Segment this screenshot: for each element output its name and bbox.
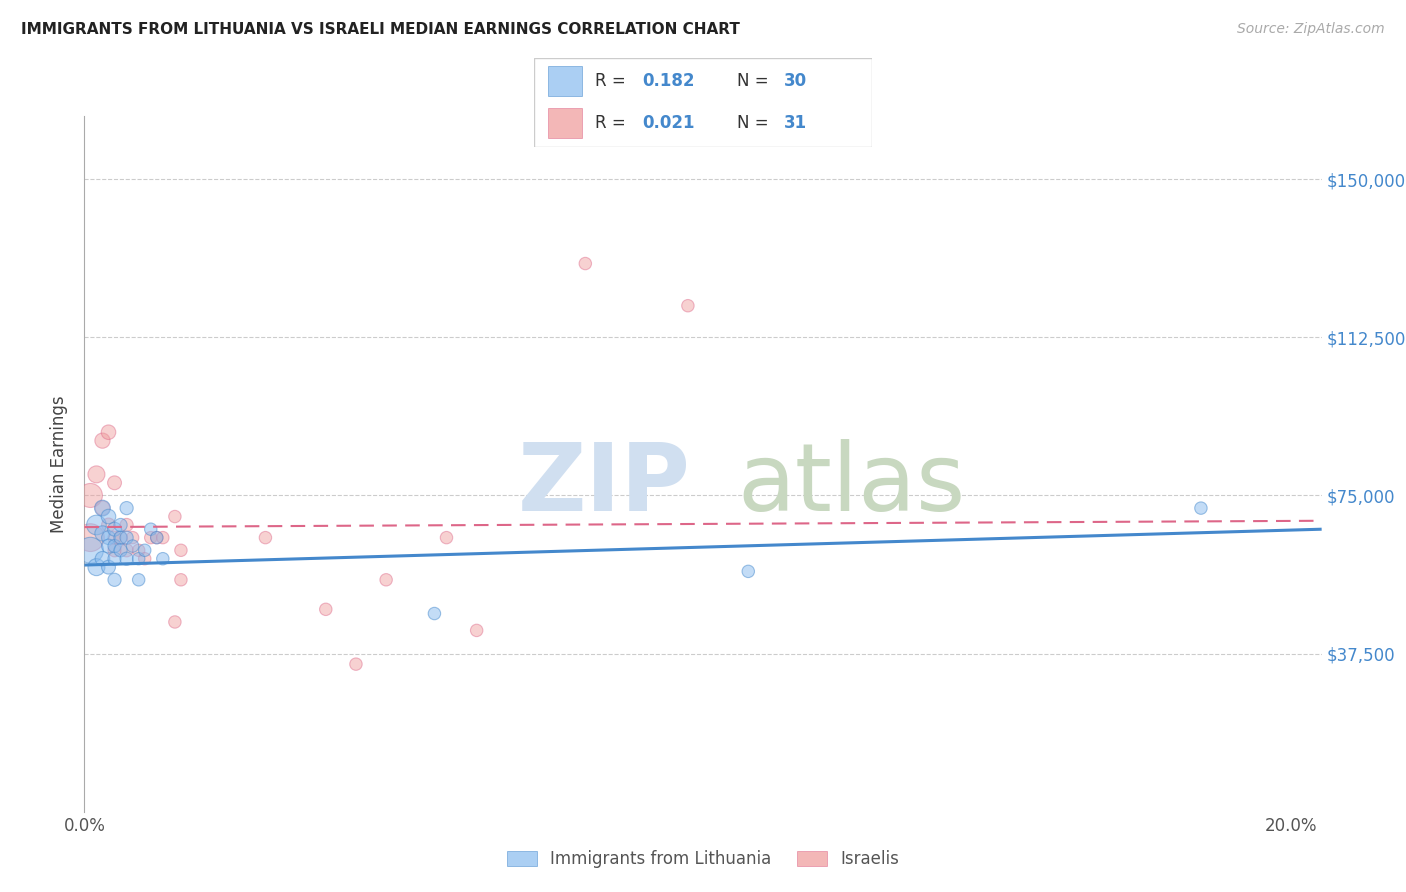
Point [97, 518, 120, 533]
Point [103, 543, 125, 558]
Point [97, 425, 120, 440]
Point [97, 531, 120, 545]
Point [79, 543, 101, 558]
Point [254, 531, 277, 545]
Point [97, 560, 120, 574]
Text: 31: 31 [785, 114, 807, 132]
Point [79, 531, 101, 545]
Point [315, 602, 337, 616]
FancyBboxPatch shape [534, 58, 872, 147]
Text: atlas: atlas [737, 439, 966, 531]
Point [121, 539, 143, 553]
Point [152, 531, 174, 545]
Point [170, 573, 193, 587]
Text: Source: ZipAtlas.com: Source: ZipAtlas.com [1237, 22, 1385, 37]
Point [86, 467, 108, 482]
Point [574, 256, 596, 270]
Text: N =: N = [737, 72, 773, 90]
Point [110, 531, 132, 545]
Point [146, 531, 169, 545]
Point [97, 509, 120, 524]
Point [163, 615, 186, 629]
Point [110, 543, 132, 558]
Point [115, 543, 138, 558]
Legend: Immigrants from Lithuania, Israelis: Immigrants from Lithuania, Israelis [501, 844, 905, 875]
Text: ZIP: ZIP [517, 439, 690, 531]
Point [115, 501, 138, 516]
Point [86, 518, 108, 533]
Point [110, 531, 132, 545]
Point [436, 531, 458, 545]
Point [139, 522, 162, 536]
Point [423, 607, 446, 621]
Point [103, 475, 125, 490]
Point [115, 531, 138, 545]
Point [115, 551, 138, 566]
Point [103, 522, 125, 536]
Y-axis label: Median Earnings: Median Earnings [51, 395, 69, 533]
Point [128, 543, 150, 558]
Point [170, 543, 193, 558]
Point [79, 488, 101, 502]
Point [737, 565, 759, 579]
Point [91, 551, 114, 566]
Point [103, 539, 125, 553]
Point [103, 531, 125, 545]
Bar [548, 108, 582, 138]
Point [97, 539, 120, 553]
Point [465, 624, 488, 638]
Point [163, 509, 186, 524]
Text: N =: N = [737, 114, 773, 132]
Point [110, 518, 132, 533]
Point [91, 501, 114, 516]
Bar [548, 66, 582, 96]
Point [91, 501, 114, 516]
Text: IMMIGRANTS FROM LITHUANIA VS ISRAELI MEDIAN EARNINGS CORRELATION CHART: IMMIGRANTS FROM LITHUANIA VS ISRAELI MED… [21, 22, 740, 37]
Point [134, 551, 156, 566]
Point [128, 573, 150, 587]
Point [1189, 501, 1212, 516]
Point [103, 551, 125, 566]
Point [121, 531, 143, 545]
Point [91, 434, 114, 448]
Point [128, 551, 150, 566]
Text: R =: R = [595, 114, 631, 132]
Point [91, 526, 114, 541]
Point [139, 531, 162, 545]
Point [146, 531, 169, 545]
Point [103, 573, 125, 587]
Text: R =: R = [595, 72, 631, 90]
Text: 30: 30 [785, 72, 807, 90]
Point [375, 573, 398, 587]
Text: 0.182: 0.182 [643, 72, 695, 90]
Point [134, 543, 156, 558]
Point [152, 551, 174, 566]
Text: 0.021: 0.021 [643, 114, 695, 132]
Point [344, 657, 367, 672]
Point [86, 560, 108, 574]
Point [676, 299, 699, 313]
Point [115, 518, 138, 533]
